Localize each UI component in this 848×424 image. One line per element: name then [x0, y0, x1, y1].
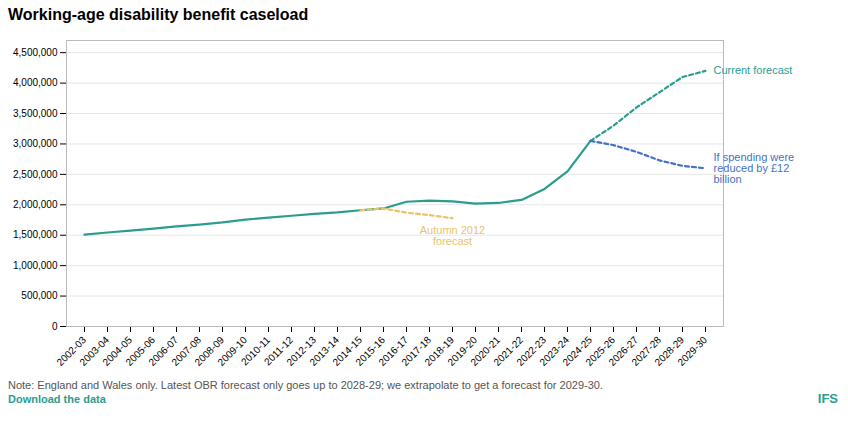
svg-text:1,000,000: 1,000,000 — [13, 260, 58, 271]
svg-text:2,000,000: 2,000,000 — [13, 199, 58, 210]
svg-text:2018-19: 2018-19 — [422, 334, 457, 368]
svg-text:Autumn 2012forecast: Autumn 2012forecast — [420, 224, 485, 247]
svg-text:2024-25: 2024-25 — [560, 334, 595, 368]
svg-text:4,000,000: 4,000,000 — [13, 77, 58, 88]
svg-text:2010-11: 2010-11 — [239, 334, 273, 368]
svg-text:2011-12: 2011-12 — [262, 334, 296, 368]
svg-text:2003-04: 2003-04 — [77, 334, 112, 368]
html-text:Working-age disability benefit: Working-age disability benefit caseload — [8, 6, 309, 23]
html-text:IFS: IFS — [817, 391, 838, 406]
svg-text:2014-15: 2014-15 — [330, 334, 365, 368]
svg-text:2029-30: 2029-30 — [675, 334, 709, 368]
svg-text:2026-27: 2026-27 — [606, 334, 641, 368]
svg-text:1,500,000: 1,500,000 — [13, 229, 58, 240]
svg-text:2,500,000: 2,500,000 — [13, 169, 58, 180]
svg-text:0: 0 — [52, 321, 58, 332]
svg-text:2006-07: 2006-07 — [146, 334, 181, 368]
svg-text:2002-03: 2002-03 — [54, 334, 89, 368]
svg-text:2028-29: 2028-29 — [652, 334, 687, 368]
svg-text:If spending werereduced by £12: If spending werereduced by £12billion — [714, 151, 795, 185]
svg-text:2009-10: 2009-10 — [215, 334, 250, 368]
svg-text:2021-22: 2021-22 — [491, 334, 526, 368]
svg-text:2016-17: 2016-17 — [376, 334, 411, 368]
svg-text:2015-16: 2015-16 — [353, 334, 388, 368]
svg-text:3,000,000: 3,000,000 — [13, 138, 58, 149]
svg-text:2022-23: 2022-23 — [514, 334, 549, 368]
svg-text:2012-13: 2012-13 — [284, 334, 319, 368]
svg-text:2019-20: 2019-20 — [445, 334, 480, 368]
svg-text:2017-18: 2017-18 — [399, 334, 434, 368]
svg-text:2025-26: 2025-26 — [583, 334, 618, 368]
svg-text:2007-08: 2007-08 — [169, 334, 204, 368]
svg-text:2013-14: 2013-14 — [307, 334, 342, 368]
svg-text:3,500,000: 3,500,000 — [13, 108, 58, 119]
svg-text:Current forecast: Current forecast — [714, 64, 793, 76]
svg-text:2008-09: 2008-09 — [192, 334, 227, 368]
html-text:Note: England and Wales only.: Note: England and Wales only. Latest OBR… — [8, 379, 603, 391]
svg-text:500,000: 500,000 — [21, 290, 58, 301]
svg-text:2023-24: 2023-24 — [537, 334, 572, 368]
svg-text:2020-21: 2020-21 — [468, 334, 503, 368]
html-text:Download the data: Download the data — [8, 393, 106, 405]
svg-text:4,500,000: 4,500,000 — [13, 47, 58, 58]
svg-text:2004-05: 2004-05 — [100, 334, 135, 368]
svg-text:2005-06: 2005-06 — [123, 334, 158, 368]
svg-text:2027-28: 2027-28 — [629, 334, 664, 368]
